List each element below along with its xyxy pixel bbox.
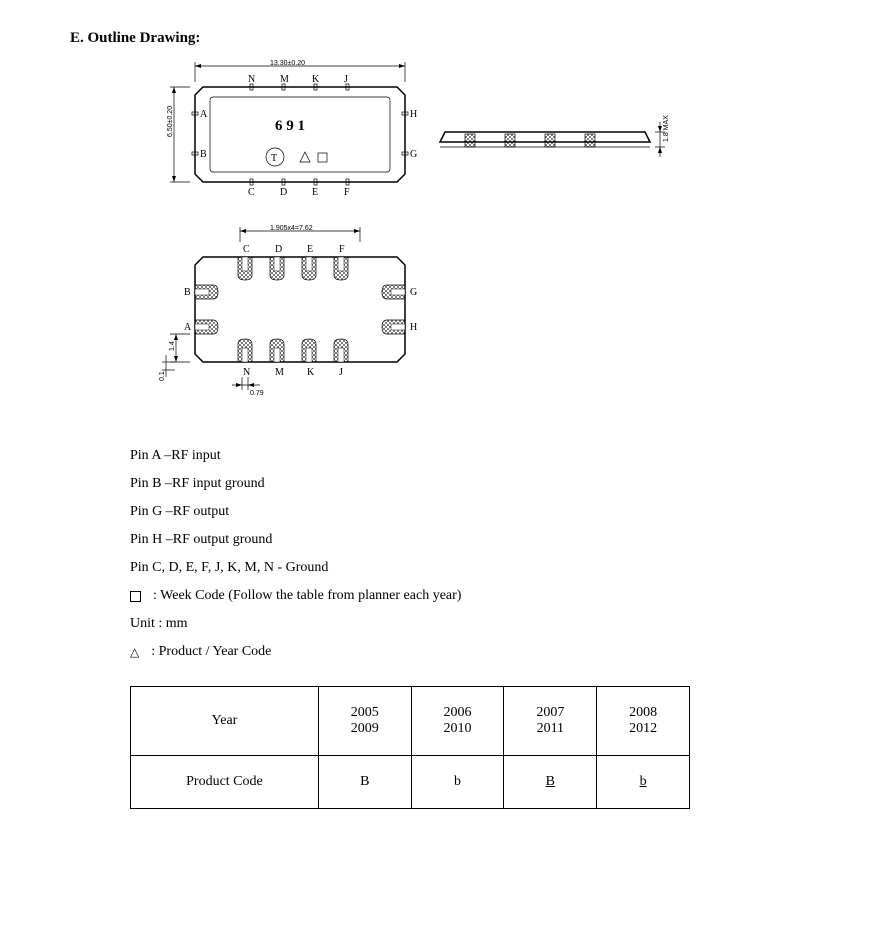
pin-label: B xyxy=(184,287,191,298)
legend-week-text: : Week Code (Follow the table from plann… xyxy=(153,582,461,610)
pin-label: G xyxy=(410,149,417,160)
pin-label: H xyxy=(410,109,417,120)
pin-label: K xyxy=(312,74,320,85)
pad xyxy=(195,285,218,299)
legend-week: : Week Code (Follow the table from plann… xyxy=(130,582,814,610)
pad xyxy=(334,257,348,280)
cell-year-header: Year xyxy=(131,687,319,756)
pin-definitions: Pin A –RF input Pin B –RF input ground P… xyxy=(130,442,814,666)
cell-year: 20052009 xyxy=(318,687,411,756)
cell-code-header: Product Code xyxy=(131,756,319,809)
pin-def-a: Pin A –RF input xyxy=(130,442,814,470)
dim-small: 0.1 xyxy=(159,371,166,381)
pad xyxy=(302,257,316,280)
pin-label: C xyxy=(243,244,250,255)
pad xyxy=(238,257,252,280)
pin-def-h: Pin H –RF output ground xyxy=(130,526,814,554)
pin-label: J xyxy=(339,367,343,378)
pin-label: M xyxy=(280,74,289,85)
pin-label: C xyxy=(248,187,255,198)
pin-label: F xyxy=(344,187,350,198)
cell-code: B xyxy=(504,756,597,809)
dim-thickness: 1.8 MAX xyxy=(663,115,670,142)
pad xyxy=(270,339,284,362)
pin-label: H xyxy=(410,322,417,333)
pad xyxy=(270,257,284,280)
pin-label: K xyxy=(307,367,315,378)
pad xyxy=(334,339,348,362)
dim-padwidth: 0.79 xyxy=(250,390,264,397)
pad xyxy=(382,285,405,299)
pad xyxy=(302,339,316,362)
pin-label: G xyxy=(410,287,417,298)
dim-height: 6.50±0.20 xyxy=(167,106,174,137)
pin-label: M xyxy=(275,367,284,378)
pad xyxy=(382,320,405,334)
pin-def-g: Pin G –RF output xyxy=(130,498,814,526)
section-heading: E. Outline Drawing: xyxy=(70,30,814,47)
pin-label: E xyxy=(307,244,313,255)
pin-label: B xyxy=(200,149,207,160)
pad xyxy=(238,339,252,362)
pin-label: J xyxy=(344,74,348,85)
pin-label: A xyxy=(200,109,208,120)
pin-label: A xyxy=(184,322,192,333)
dim-offset: 1.4 xyxy=(169,341,176,351)
pad xyxy=(195,320,218,334)
legend-year-text: : Product / Year Code xyxy=(151,638,271,666)
legend-year: △ : Product / Year Code xyxy=(130,638,814,666)
pin-def-b: Pin B –RF input ground xyxy=(130,470,814,498)
pin-label: D xyxy=(280,187,287,198)
pin-label: F xyxy=(339,244,345,255)
cell-code: B xyxy=(318,756,411,809)
pin-label: D xyxy=(275,244,282,255)
table-row: Year 20052009 20062010 20072011 20082012 xyxy=(131,687,690,756)
cell-year: 20082012 xyxy=(597,687,690,756)
square-icon xyxy=(130,591,141,602)
cell-year: 20062010 xyxy=(411,687,504,756)
marking-text: 6 9 1 xyxy=(275,118,305,134)
dim-width: 13.30±0.20 xyxy=(270,60,305,67)
unit-line: Unit : mm xyxy=(130,610,814,638)
t-mark: T xyxy=(271,153,277,164)
table-row: Product Code B b B b xyxy=(131,756,690,809)
dim-pitch: 1.905x4=7.62 xyxy=(270,225,313,232)
cell-code: b xyxy=(597,756,690,809)
pin-label: N xyxy=(243,367,250,378)
pin-label: N xyxy=(248,74,255,85)
outline-drawing: 13.30±0.20 6.50±0.20 N M K J A xyxy=(130,57,814,422)
cell-code: b xyxy=(411,756,504,809)
cell-year: 20072011 xyxy=(504,687,597,756)
year-code-table: Year 20052009 20062010 20072011 20082012… xyxy=(130,686,690,809)
triangle-icon: △ xyxy=(130,640,139,664)
pin-label: E xyxy=(312,187,318,198)
pin-def-gnd: Pin C, D, E, F, J, K, M, N - Ground xyxy=(130,554,814,582)
